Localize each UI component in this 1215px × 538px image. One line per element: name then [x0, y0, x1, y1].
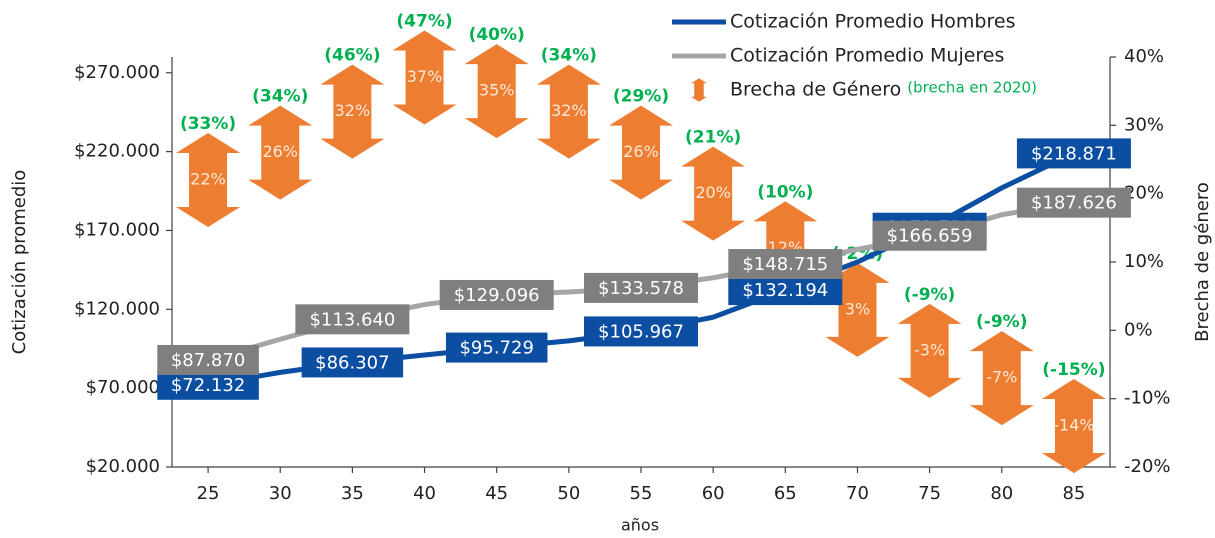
gap-2020-label: (-9%) — [976, 312, 1027, 332]
y-tick-label: $20.000 — [86, 456, 160, 477]
gap-arrow — [1041, 379, 1106, 473]
x-tick-label: 50 — [557, 483, 580, 504]
value-label-box — [445, 332, 548, 363]
gap-2020-label: (29%) — [613, 87, 669, 107]
y-tick-label: $70.000 — [86, 377, 160, 398]
value-label: $86.307 — [315, 352, 389, 373]
gap-label: 32% — [335, 101, 371, 120]
x-tick-label: 35 — [341, 483, 364, 504]
value-label-box — [439, 279, 554, 310]
y2-tick-label: 0% — [1124, 319, 1153, 340]
gap-2020-label: (34%) — [252, 87, 308, 107]
x-tick-label: 85 — [1062, 483, 1085, 504]
x-tick-label: 65 — [774, 483, 797, 504]
value-label-box — [584, 272, 698, 303]
gap-2020-label: (-15%) — [1042, 360, 1105, 380]
value-label: $105.967 — [598, 321, 684, 342]
x-axis-title: años — [621, 516, 659, 535]
value-label: $148.715 — [742, 254, 828, 275]
y2-tick-label: 20% — [1124, 183, 1164, 204]
x-tick-label: 60 — [702, 483, 725, 504]
gap-arrow — [320, 64, 385, 159]
gap-label: 20% — [695, 183, 731, 202]
value-label: $113.640 — [309, 309, 395, 330]
gap-arrow — [609, 105, 673, 200]
value-label: $87.870 — [171, 350, 245, 371]
y-tick-label: $270.000 — [74, 62, 160, 83]
x-tick-label: 30 — [269, 483, 292, 504]
value-label: $166.659 — [887, 226, 973, 247]
legend-label: Brecha de Género — [730, 79, 901, 101]
y-tick-label: $220.000 — [74, 141, 160, 162]
value-label: $72.132 — [171, 375, 245, 396]
legend-arrow — [691, 78, 707, 102]
gap-label: 35% — [479, 81, 515, 100]
gap-label: -3% — [914, 340, 945, 359]
gap-label: 26% — [262, 142, 298, 161]
gap-2020-label: (46%) — [324, 46, 380, 66]
gap-2020-label: (33%) — [180, 114, 236, 134]
gap-2020-label: (47%) — [396, 12, 452, 32]
gap-2020-label: (-9%) — [904, 285, 955, 305]
y2-axis-title: Brecha de género — [1192, 182, 1213, 342]
value-label-box — [1016, 187, 1131, 218]
y2-tick-label: 30% — [1124, 114, 1164, 135]
gap-label: -7% — [986, 368, 1017, 387]
x-tick-label: 25 — [197, 483, 220, 504]
gap-arrow — [969, 331, 1034, 426]
value-label-box — [1016, 138, 1131, 169]
gap-2020-label: (40%) — [469, 25, 525, 45]
x-tick-label: 55 — [630, 483, 653, 504]
legend-note: (brecha en 2020) — [907, 79, 1037, 97]
value-label: $132.194 — [742, 280, 828, 301]
y-tick-label: $120.000 — [74, 298, 160, 319]
y2-tick-label: -20% — [1124, 456, 1171, 477]
value-label-box — [584, 316, 698, 347]
gap-arrow — [392, 30, 457, 125]
y2-tick-label: -10% — [1124, 388, 1171, 409]
value-label-box — [872, 220, 987, 251]
value-label: $187.626 — [1031, 193, 1117, 214]
legend-label: Cotización Promedio Mujeres — [730, 45, 1004, 67]
y-tick-label: $170.000 — [74, 219, 160, 240]
gap-label: 32% — [551, 101, 587, 120]
gap-label: -14% — [1053, 416, 1094, 435]
legend-label: Cotización Promedio Hombres — [730, 11, 1015, 33]
value-label: $133.578 — [598, 278, 684, 299]
gap-label: 26% — [623, 142, 659, 161]
value-label: $218.871 — [1031, 143, 1117, 164]
gap-label: 22% — [190, 170, 226, 189]
gap-label: 37% — [407, 67, 443, 86]
gap-2020-label: (21%) — [685, 128, 741, 148]
gap-arrow — [464, 44, 529, 139]
value-label-box — [728, 249, 843, 280]
y2-tick-label: 40% — [1124, 46, 1164, 67]
gap-arrow — [897, 303, 962, 398]
x-tick-label: 80 — [990, 483, 1013, 504]
gap-arrow — [536, 64, 601, 159]
value-label-box — [157, 344, 259, 375]
gap-2020-label: (34%) — [541, 46, 597, 66]
value-label-box — [728, 275, 843, 306]
gap-arrow — [248, 105, 313, 200]
x-tick-label: 70 — [846, 483, 869, 504]
x-tick-label: 75 — [918, 483, 941, 504]
gap-label: 3% — [845, 299, 870, 318]
x-tick-label: 40 — [413, 483, 436, 504]
y2-tick-label: 10% — [1124, 251, 1164, 272]
gap-arrow — [681, 146, 746, 241]
value-label-box — [301, 347, 404, 378]
gap-arrow — [176, 133, 241, 227]
x-tick-label: 45 — [485, 483, 508, 504]
value-label-box — [295, 304, 410, 335]
gap-2020-label: (10%) — [757, 182, 813, 202]
y-axis-title: Cotización promedio — [9, 170, 30, 355]
value-label: $129.096 — [454, 285, 540, 306]
value-label: $95.729 — [459, 338, 533, 359]
